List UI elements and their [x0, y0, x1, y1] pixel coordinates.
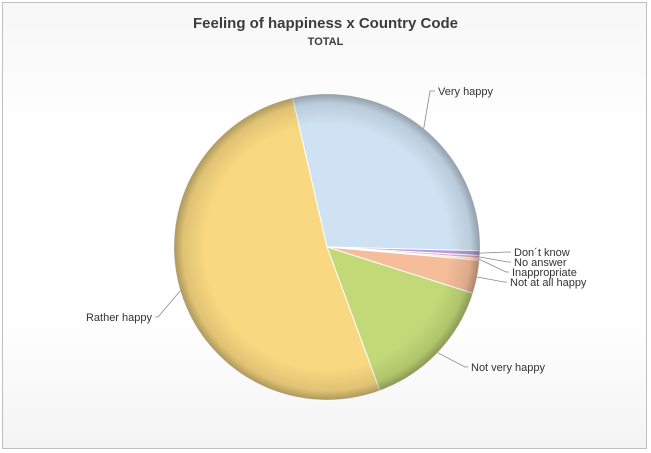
- chart-title: Feeling of happiness x Country Code: [192, 15, 459, 32]
- pie-rim-shade: [174, 94, 480, 400]
- slice-label: Rather happy: [86, 312, 153, 324]
- leader-line: [479, 256, 511, 263]
- slice-label: Not very happy: [471, 362, 545, 374]
- leader-line: [155, 290, 181, 318]
- slice-label: Not at all happy: [510, 277, 587, 289]
- slice-label: Don´t know: [514, 247, 570, 259]
- leader-line: [479, 251, 511, 254]
- slice-label: Very happy: [438, 86, 494, 98]
- leader-line: [476, 276, 507, 283]
- leader-line: [423, 90, 435, 129]
- slice-label: No answer: [514, 257, 567, 269]
- leader-line: [437, 352, 468, 368]
- chart-subtitle: TOTAL: [307, 36, 344, 48]
- leader-line: [479, 259, 509, 273]
- slice-label: Inappropriate: [512, 267, 577, 279]
